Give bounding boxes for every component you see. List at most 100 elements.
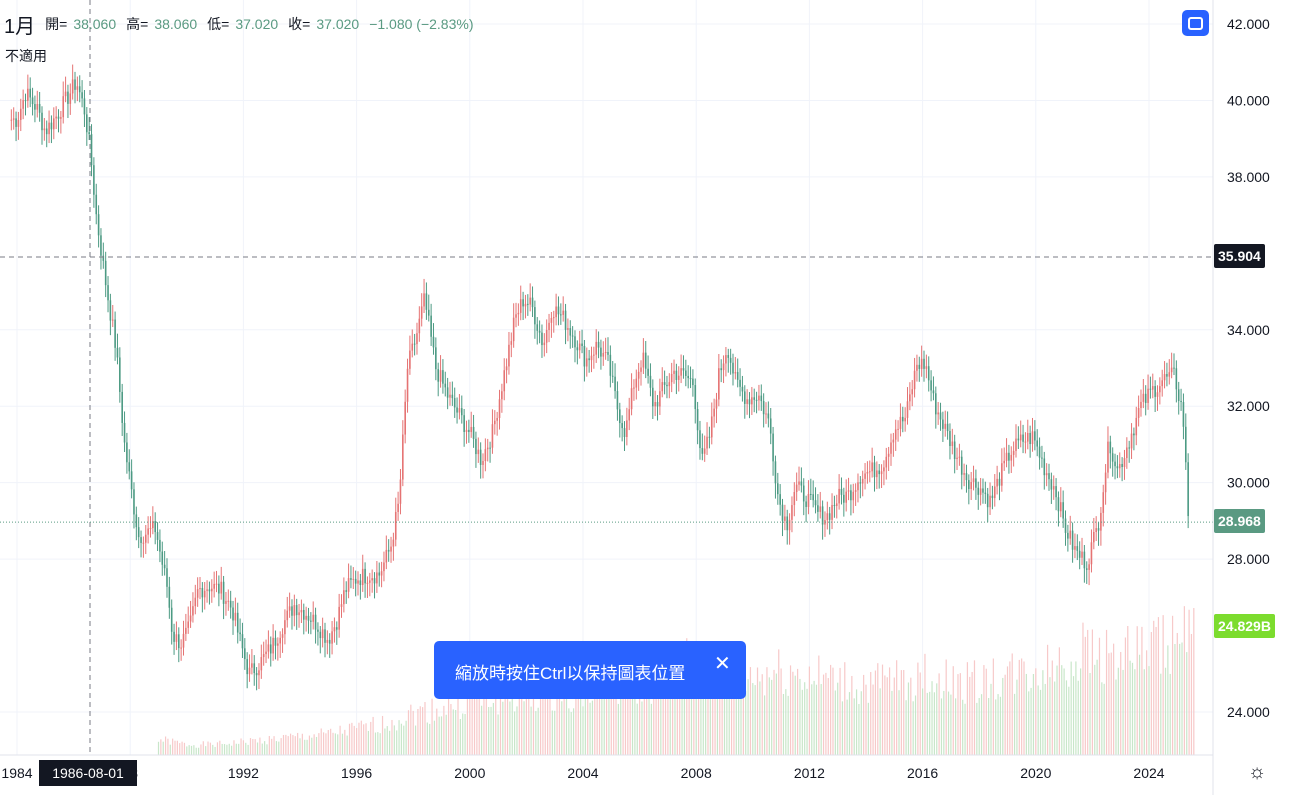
volume-bar [978,697,980,755]
volume-bar [627,667,629,755]
candle-body [1090,542,1093,565]
volume-bar [962,699,964,755]
candle-body [350,578,352,580]
volume-bar [311,737,313,755]
volume-bar [363,724,365,755]
low-label: 低= [207,16,230,32]
candle-body [562,310,564,315]
volume-bar [858,704,860,755]
volume-bar [523,701,525,755]
volume-bar [646,678,648,755]
candle-body [1107,441,1109,473]
volume-bar [292,735,294,755]
candle-body [22,100,24,109]
candle-body [673,370,675,374]
candle-body [390,546,392,552]
volume-bar [587,678,589,755]
volume-bar [855,689,858,755]
volume-bar [365,723,367,755]
price-tick-label: 28.000 [1227,551,1270,567]
candle-body [699,430,701,449]
candle-body [552,317,555,319]
candle-body [1017,438,1020,441]
zoom-hint-toast: 縮放時按住Ctrl以保持圖表位置 ✕ [434,641,746,699]
gear-icon[interactable]: ☼ [1247,761,1267,783]
volume-bar [938,673,940,755]
volume-bar [245,742,247,755]
candle-body [661,382,664,392]
volume-bar [438,716,440,755]
volume-bar [169,744,171,755]
volume-bar [952,666,954,755]
candle-body [50,122,53,130]
volume-bar [787,695,789,755]
candle-body [640,367,642,372]
volume-bar [193,745,195,755]
candle-body [38,103,41,113]
candle-body [965,473,968,481]
candle-body [86,114,88,133]
volume-bar [478,695,480,755]
volume-bar [900,670,902,755]
volume-bar [662,666,664,755]
time-axis[interactable]: 1984819921996200020042008201220162020202… [1,765,1164,781]
volume-bar [440,716,443,755]
candle-body [1137,408,1140,418]
price-axis[interactable]: 42.000 40.000 38.000 34.000 32.000 30.000 28.0… [1227,16,1270,720]
close-icon[interactable]: ✕ [714,653,731,675]
candle-body [588,358,590,361]
volume-bar [554,710,556,755]
interval-label[interactable]: 1月 [4,15,36,38]
volume-bar [898,690,900,755]
candle-body [175,634,178,642]
fit-screen-button[interactable] [1182,10,1209,36]
candle-body [442,370,444,384]
volume-bar [391,719,393,755]
candle-body [892,439,895,443]
volume-bar [1087,629,1089,755]
candle-body [527,303,529,305]
volume-bar [271,738,273,755]
volume-bar [648,684,650,755]
candle-body [369,580,371,583]
candle-body [618,409,621,424]
candle-body [517,312,520,315]
candle-body [1062,502,1064,519]
volume-bar [301,733,303,755]
candle-body [564,310,567,330]
candle-body [751,397,753,405]
volume-bar [1124,637,1127,755]
volume-bar [874,670,877,755]
candle-body [354,578,357,584]
volume-bar [205,746,207,755]
candle-body [821,506,824,525]
volume-bar [603,688,605,755]
candle-body [55,116,57,119]
candle-body [1081,551,1083,558]
candle-body [406,368,409,402]
candle-body [871,462,873,472]
candle-body [534,307,536,325]
volume-bar [278,741,280,755]
candle-body [861,478,864,484]
candle-body [269,644,272,654]
candle-body [420,306,423,319]
candle-body [435,347,437,370]
candle-body [583,346,586,367]
volume-bar [485,689,487,755]
candle-body [479,449,482,465]
candle-body [814,500,817,506]
candle-body [451,394,454,399]
candle-body [1128,447,1130,449]
candle-body [373,578,376,584]
candle-body [437,369,439,382]
volume-bar [436,708,438,755]
candle-body [1104,472,1107,493]
volume-bar [797,668,799,755]
candle-body [246,659,248,675]
volume-bar [792,671,794,755]
volume-bar [544,688,546,755]
candle-body [100,235,102,256]
volume-bar [926,692,928,755]
